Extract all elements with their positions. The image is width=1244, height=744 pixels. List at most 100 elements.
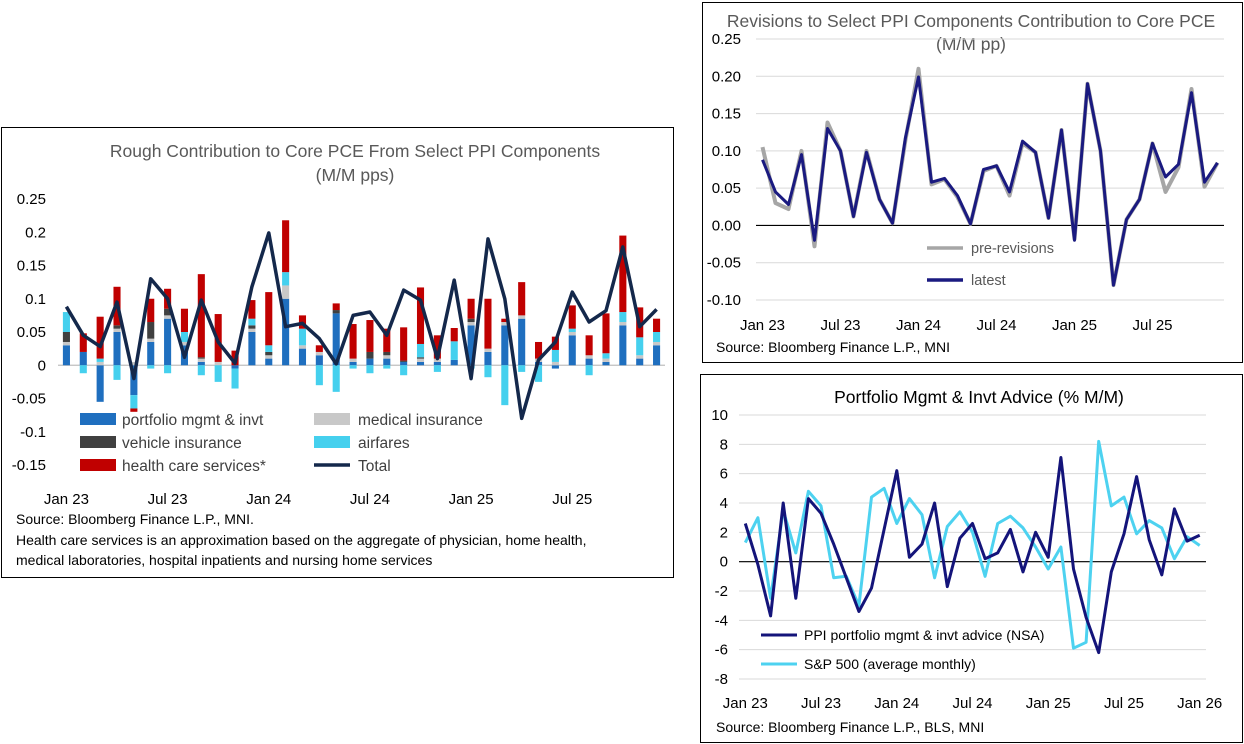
bar-medical bbox=[636, 355, 644, 359]
bar-airfares bbox=[551, 349, 559, 362]
chart2-xtick: Jul 24 bbox=[976, 317, 1016, 334]
bar-airfares bbox=[349, 365, 357, 369]
bar-portfolio bbox=[248, 332, 256, 366]
bar-vehicle bbox=[366, 351, 374, 359]
bar-health bbox=[450, 328, 458, 342]
legend-label-total: Total bbox=[358, 458, 391, 475]
bar-health bbox=[653, 318, 661, 332]
bar-airfares bbox=[400, 365, 408, 376]
bar-airfares bbox=[568, 328, 576, 332]
chart3-ytick: 8 bbox=[720, 436, 728, 453]
bar-vehicle bbox=[62, 332, 70, 342]
bar-airfares bbox=[433, 365, 441, 372]
bar-airfares bbox=[484, 365, 492, 378]
chart2-ytick: 0.05 bbox=[712, 180, 741, 197]
bar-vehicle bbox=[248, 325, 256, 329]
bar-medical bbox=[96, 361, 104, 366]
chart1-subtitle: (M/M pps) bbox=[316, 165, 395, 185]
bar-portfolio bbox=[298, 348, 307, 366]
chart3-xtick: Jul 23 bbox=[801, 695, 841, 712]
chart2-ytick: 0.25 bbox=[712, 31, 741, 48]
chart3-source: Source: Bloomberg Finance L.P., BLS, MNI bbox=[716, 719, 984, 735]
chart2-title: Revisions to Select PPI Components Contr… bbox=[727, 11, 1215, 31]
bar-medical bbox=[416, 358, 425, 362]
bar-health bbox=[130, 408, 138, 412]
chart3-ytick: 6 bbox=[720, 466, 728, 483]
bar-airfares bbox=[315, 365, 323, 386]
chart3-title: Portfolio Mgmt & Invt Advice (% M/M) bbox=[834, 387, 1124, 407]
chart3-ytick: -6 bbox=[715, 642, 728, 659]
chart3-xtick: Jan 26 bbox=[1177, 695, 1222, 712]
chart2-ytick: 0.20 bbox=[712, 68, 741, 85]
chart1-xtick: Jul 25 bbox=[552, 491, 592, 508]
chart1-xtick: Jan 24 bbox=[246, 491, 291, 508]
bar-health bbox=[315, 345, 323, 352]
bar-health bbox=[96, 316, 104, 359]
bar-portfolio bbox=[265, 358, 273, 366]
bar-portfolio bbox=[416, 361, 425, 366]
bar-health bbox=[197, 274, 205, 358]
series-line-latest bbox=[761, 75, 1219, 287]
bar-vehicle bbox=[164, 308, 172, 316]
bar-medical bbox=[282, 285, 290, 299]
bar-portfolio bbox=[197, 361, 205, 366]
bar-portfolio bbox=[653, 345, 661, 366]
chart1-ytick: 0.05 bbox=[17, 324, 46, 341]
bar-medical bbox=[484, 348, 492, 352]
bar-medical bbox=[298, 345, 307, 349]
bar-medical bbox=[164, 315, 172, 319]
bar-airfares bbox=[383, 365, 391, 369]
bar-portfolio bbox=[349, 361, 357, 366]
bar-medical bbox=[180, 341, 188, 346]
bar-airfares bbox=[298, 328, 307, 346]
bar-airfares bbox=[197, 365, 205, 376]
bar-airfares bbox=[366, 365, 374, 374]
bar-medical bbox=[551, 361, 559, 366]
bar-medical bbox=[568, 332, 576, 336]
bar-airfares bbox=[147, 365, 155, 369]
chart3-ytick: 2 bbox=[720, 524, 728, 541]
bar-medical bbox=[619, 322, 627, 326]
bar-health bbox=[180, 308, 188, 332]
bar-airfares bbox=[501, 365, 509, 406]
bar-medical bbox=[585, 355, 593, 359]
chart3-xtick: Jul 25 bbox=[1104, 695, 1144, 712]
bar-portfolio bbox=[315, 355, 323, 366]
chart3-ytick: -2 bbox=[715, 583, 728, 600]
bar-airfares bbox=[636, 337, 644, 356]
chart2-ytick: -0.05 bbox=[707, 255, 741, 272]
chart3-ytick: -8 bbox=[715, 671, 728, 688]
bar-airfares bbox=[79, 365, 87, 374]
bar-airfares bbox=[332, 365, 340, 392]
bar-portfolio bbox=[96, 365, 104, 402]
bar-portfolio bbox=[113, 332, 121, 366]
bar-medical bbox=[147, 338, 155, 342]
bar-portfolio bbox=[332, 313, 340, 366]
legend-label-latest: latest bbox=[971, 273, 1006, 289]
chart3-ytick: 0 bbox=[720, 554, 728, 571]
bar-health bbox=[416, 287, 425, 344]
bar-portfolio bbox=[484, 351, 492, 366]
bar-health bbox=[602, 313, 610, 354]
bar-medical bbox=[467, 322, 475, 326]
bar-airfares bbox=[214, 365, 222, 382]
bar-airfares bbox=[180, 332, 188, 342]
bar-health bbox=[484, 298, 492, 349]
bar-medical bbox=[383, 355, 391, 359]
bar-health bbox=[248, 300, 256, 319]
bar-health bbox=[400, 327, 408, 361]
bar-portfolio bbox=[164, 318, 172, 366]
chart2-ytick: 0.10 bbox=[712, 143, 741, 160]
bar-airfares bbox=[416, 343, 425, 358]
chart2-xtick: Jul 23 bbox=[820, 317, 860, 334]
bar-health bbox=[383, 328, 391, 352]
bar-vehicle bbox=[265, 351, 273, 356]
bar-portfolio bbox=[602, 361, 610, 366]
bar-medical bbox=[602, 358, 610, 362]
legend-swatch-vehicle bbox=[80, 436, 116, 448]
bar-airfares bbox=[602, 353, 610, 359]
chart2-xtick: Jan 24 bbox=[896, 317, 941, 334]
bar-airfares bbox=[130, 395, 138, 409]
chart3-xtick: Jan 23 bbox=[723, 695, 768, 712]
chart2-source: Source: Bloomberg Finance L.P., MNI bbox=[716, 339, 950, 355]
